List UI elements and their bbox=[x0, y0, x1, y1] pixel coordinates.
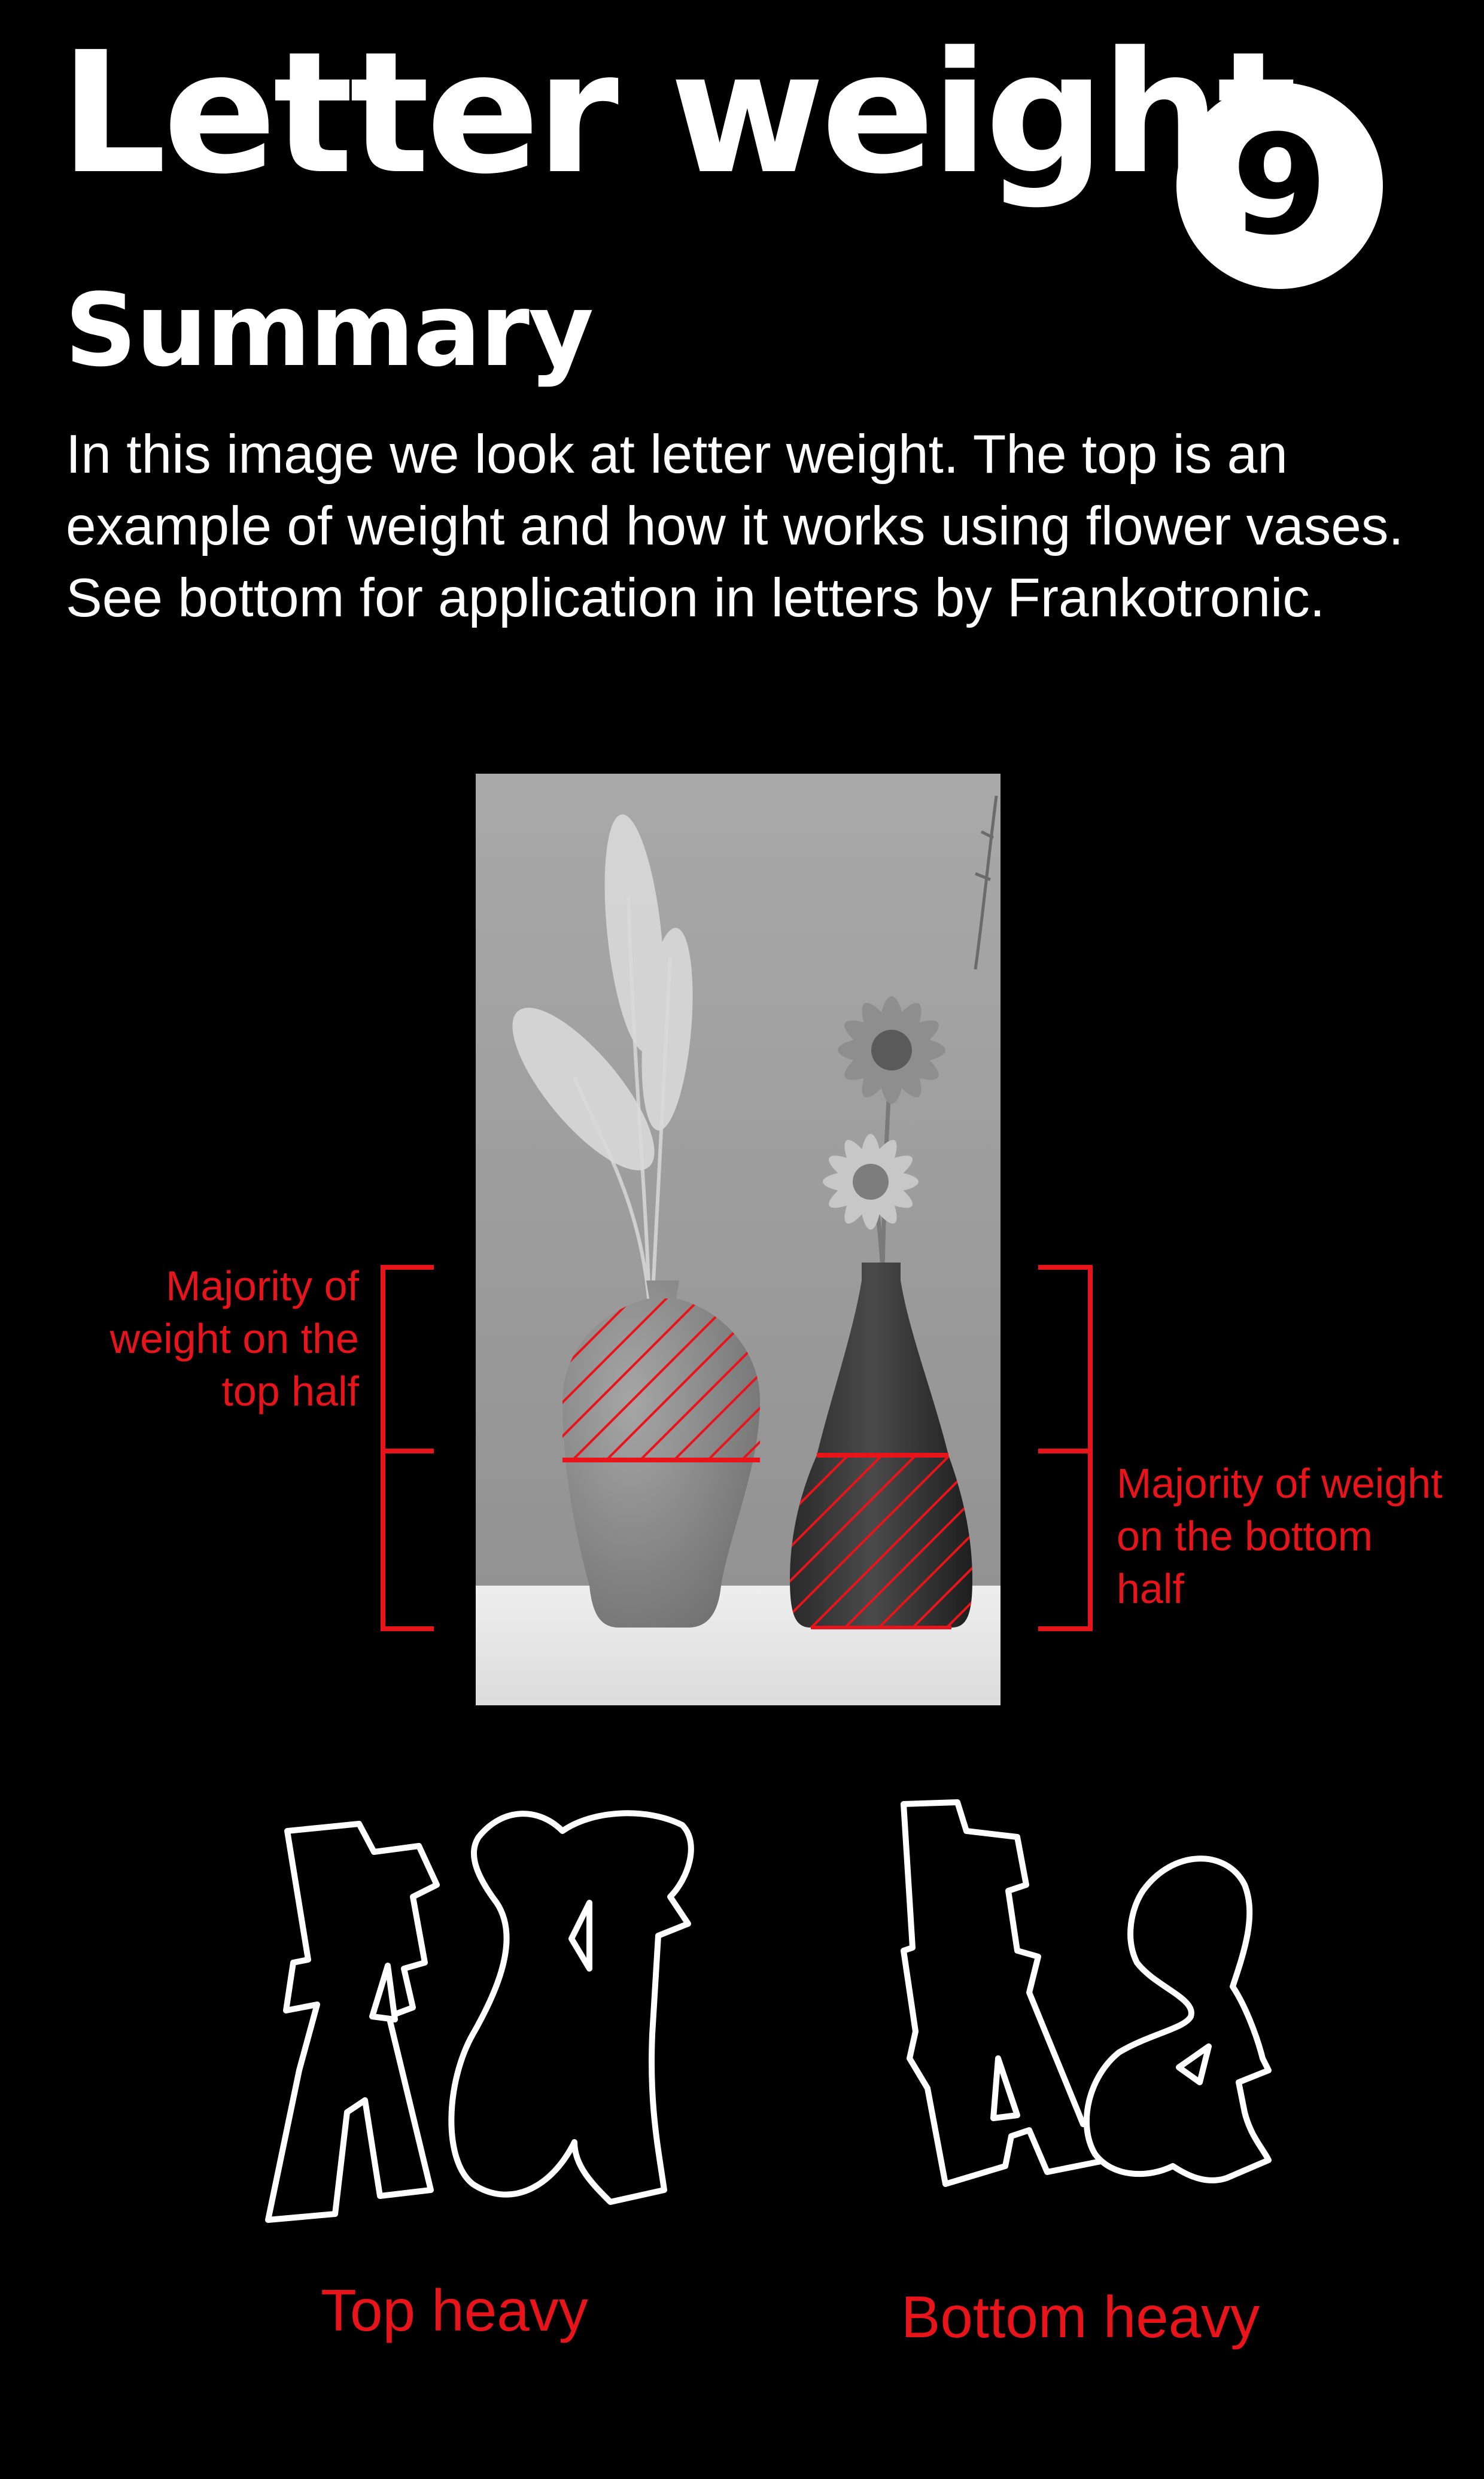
vase-photo bbox=[476, 774, 1001, 1705]
right-annotation: Majority of weight on the bottom half bbox=[1117, 1460, 1443, 1612]
page-title: Letter weight bbox=[60, 16, 1297, 211]
top-heavy-caption: Top heavy bbox=[321, 2277, 588, 2343]
right-bracket bbox=[1038, 1265, 1093, 1631]
bottom-heavy-letters bbox=[901, 1799, 1272, 2187]
bottom-heavy-caption: Bottom heavy bbox=[901, 2284, 1260, 2350]
page-number-badge: 9 bbox=[1176, 83, 1383, 289]
summary-text: In this image we look at letter weight. … bbox=[66, 424, 1404, 628]
left-bracket bbox=[381, 1265, 434, 1631]
summary-heading: Summary bbox=[65, 272, 594, 389]
top-heavy-letters bbox=[265, 1810, 694, 2223]
left-annotation: Majority of weight on the top half bbox=[110, 1263, 359, 1415]
